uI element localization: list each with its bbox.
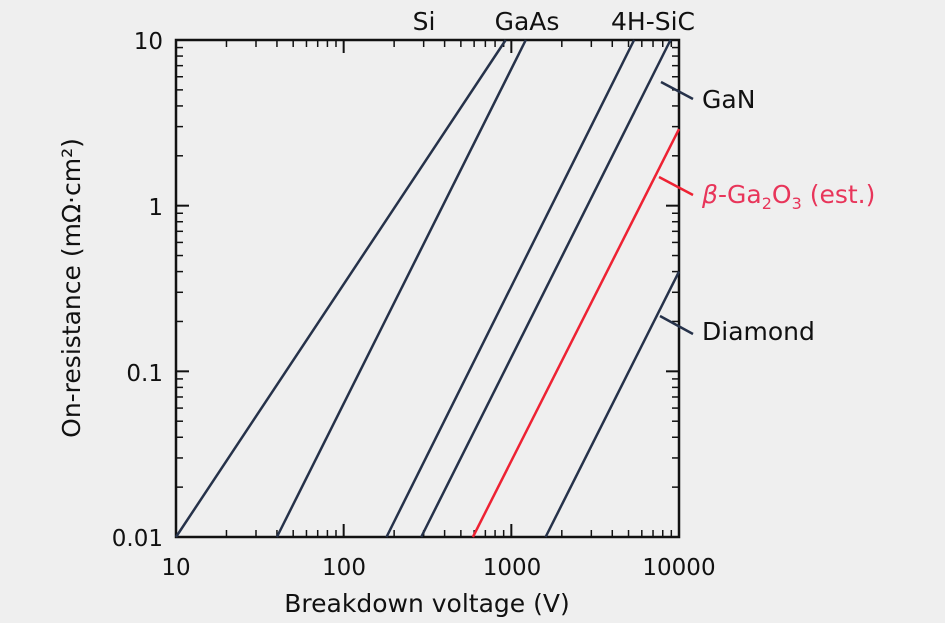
y-tick-label-10: 10 (134, 29, 163, 55)
y-tick-label-0.1: 0.1 (126, 361, 163, 387)
ga2o3-sub-2: 2 (762, 194, 772, 213)
series-line-gaas (275, 39, 527, 538)
y-tick-label-1: 1 (148, 195, 163, 221)
series-label-ga2o3: β-Ga2O3 (est.) (701, 180, 875, 213)
leader-line-ga2o3 (658, 175, 694, 197)
ga2o3-ga: -Ga (718, 180, 762, 209)
series-label-gan: GaN (702, 85, 755, 114)
x-tick-label-10: 10 (161, 555, 190, 581)
plot-area (174, 38, 681, 539)
y-tick-label-0.01: 0.01 (112, 526, 163, 552)
x-tick-label-10000: 10000 (642, 555, 715, 581)
series-line-gan (420, 39, 672, 538)
ga2o3-est: (est.) (802, 180, 876, 209)
leader-line-diamond (659, 314, 694, 336)
x-axis-title: Breakdown voltage (V) (284, 589, 569, 618)
ga2o3-o: O (772, 180, 792, 209)
leader-line-gan (660, 80, 694, 101)
series-label-diamond: Diamond (702, 317, 815, 346)
major-ticks (175, 39, 680, 538)
series-line-4h-sic (385, 39, 636, 538)
series-label-gaas: GaAs (495, 7, 560, 36)
x-tick-label-1000: 1000 (483, 555, 542, 581)
ga2o3-beta: β (701, 180, 718, 209)
x-tick-label-100: 100 (322, 555, 366, 581)
series-label-si: Si (413, 7, 436, 36)
series-line-ga2o3 (471, 128, 681, 538)
leader-lines (658, 80, 694, 336)
ga2o3-sub-3: 3 (792, 194, 802, 213)
series-label-4h-sic: 4H-SiC (611, 7, 695, 36)
series-line-si (174, 39, 507, 538)
minor-ticks (176, 40, 679, 537)
series-lines (174, 39, 681, 538)
y-axis-title: On-resistance (mΩ·cm²) (57, 138, 86, 438)
series-line-diamond (544, 271, 681, 538)
